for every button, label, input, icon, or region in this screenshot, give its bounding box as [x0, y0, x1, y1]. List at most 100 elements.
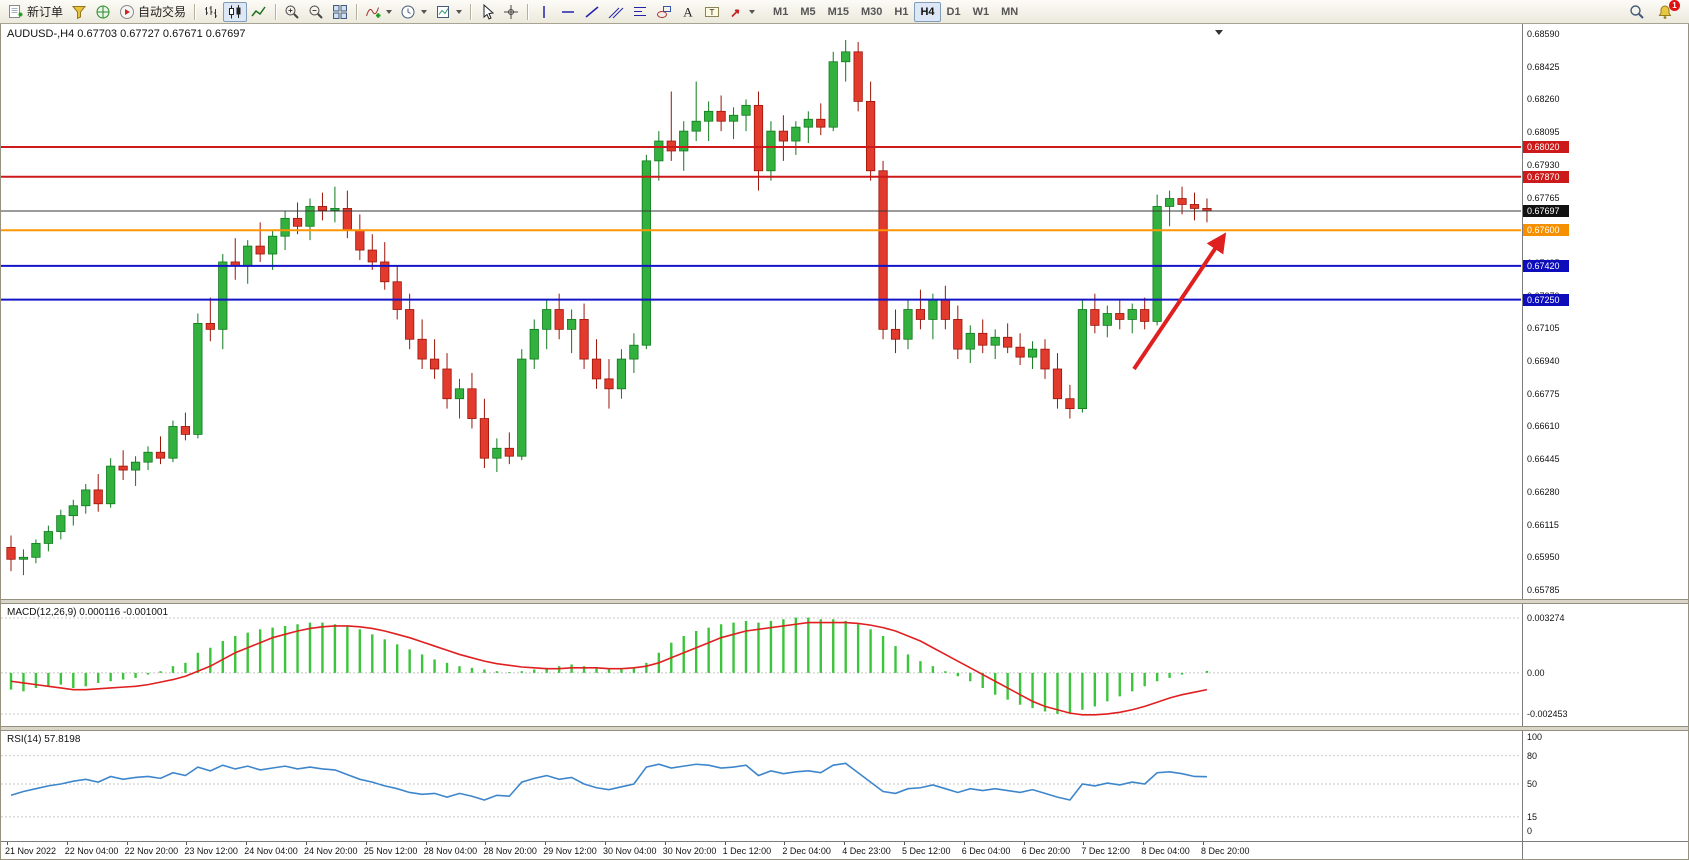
shapes-button[interactable]	[652, 2, 676, 22]
crosshair-icon	[503, 4, 519, 20]
dropdown-caret-icon	[421, 9, 428, 14]
price-line-label[interactable]: 0.67250	[1523, 293, 1569, 306]
line-chart-button[interactable]	[247, 2, 271, 22]
time-tick	[605, 842, 606, 845]
rsi-chart[interactable]	[1, 731, 1521, 841]
svg-text:T: T	[710, 7, 715, 16]
hline-icon	[560, 4, 576, 20]
price-axis[interactable]: 0.68590 0.68425 0.68260 0.68095 0.67930 0.677…	[1522, 24, 1688, 599]
profiles-button[interactable]	[91, 2, 115, 22]
time-label: 28 Nov 20:00	[483, 846, 537, 856]
timeframe-m1-button[interactable]: M1	[767, 2, 794, 22]
price-line-label[interactable]: 0.68020	[1523, 140, 1569, 153]
price-tick-label: 0.67765	[1527, 192, 1560, 203]
price-line-label[interactable]: 0.67420	[1523, 259, 1569, 272]
trend-arrow-annotation[interactable]	[1132, 232, 1227, 371]
indicators-button[interactable]	[361, 2, 396, 22]
time-label: 6 Dec 04:00	[961, 846, 1011, 856]
auto-trading-button[interactable]: 自动交易	[115, 2, 190, 22]
price-line-label[interactable]: 0.67697	[1523, 205, 1569, 217]
price-tick-label: 0.65950	[1527, 552, 1560, 563]
zoom-out-icon	[308, 4, 324, 20]
price-tick-label: 0.68425	[1527, 61, 1560, 72]
timeframe-group: M1 M5 M15 M30 H1 H4 D1 W1 MN	[767, 1, 1024, 22]
macd-axis[interactable]: 0.003274 0.00 -0.002453	[1522, 604, 1688, 726]
bars-icon	[203, 4, 219, 20]
notification-badge: 1	[1669, 0, 1680, 11]
text-button[interactable]: A	[676, 2, 700, 22]
periods-button[interactable]	[396, 2, 431, 22]
time-axis[interactable]: 21 Nov 2022 22 Nov 04:00 22 Nov 20:00 23 No…	[1, 841, 1688, 859]
timeframe-m30-button[interactable]: M30	[855, 2, 888, 22]
rsi-axis-label: 0	[1527, 826, 1533, 836]
zoom-in-button[interactable]	[280, 2, 304, 22]
pane-splitter-2[interactable]	[1, 726, 1688, 731]
tile-icon	[332, 4, 348, 20]
time-tick	[485, 842, 487, 845]
timeframe-h4-button[interactable]: H4	[914, 1, 941, 22]
candles-icon	[227, 4, 243, 20]
price-tick-label: 0.66115	[1527, 519, 1559, 530]
time-label: 29 Nov 12:00	[543, 846, 597, 856]
macd-pane[interactable]: MACD(12,26,9) 0.000116 -0.001001 0.00327…	[1, 604, 1688, 726]
dropdown-caret-icon	[749, 9, 756, 14]
time-tick	[664, 842, 666, 845]
templates-button[interactable]	[431, 2, 466, 22]
horizontal-line-button[interactable]	[556, 2, 580, 22]
zoom-in-icon	[284, 4, 300, 20]
rsi-pane[interactable]: RSI(14) 57.8198 100 80 50 15 0	[1, 731, 1688, 841]
new-order-button[interactable]: 新订单	[4, 2, 67, 22]
dropdown-caret-icon	[456, 9, 463, 14]
timeframe-m5-button[interactable]: M5	[794, 2, 821, 22]
text-label-button[interactable]: T	[700, 2, 724, 22]
price-chart-pane[interactable]: AUDUSD-,H4 0.67703 0.67727 0.67671 0.676…	[1, 24, 1688, 599]
time-tick	[66, 842, 68, 845]
auto-trading-label: 自动交易	[138, 5, 187, 19]
time-label: 7 Dec 12:00	[1081, 846, 1130, 856]
timeframe-d1-button[interactable]: D1	[941, 2, 967, 22]
market-depth-button[interactable]	[67, 2, 91, 22]
fibonacci-button[interactable]	[628, 2, 652, 22]
rsi-axis[interactable]: 100 80 50 15 0	[1522, 731, 1688, 841]
toolbar-right-group: 1	[1625, 0, 1680, 22]
pane-splitter[interactable]	[1, 599, 1688, 604]
macd-chart[interactable]	[1, 604, 1521, 726]
alerts-button[interactable]: 1	[1653, 0, 1680, 22]
price-line-label[interactable]: 0.67600	[1523, 224, 1569, 237]
time-tick	[1023, 842, 1025, 845]
search-button[interactable]	[1625, 2, 1649, 22]
crosshair-button[interactable]	[499, 2, 523, 22]
textlabel-icon: T	[704, 4, 720, 20]
time-tick	[963, 842, 965, 845]
time-tick	[784, 842, 786, 845]
candle-chart-button[interactable]	[223, 1, 248, 22]
toolbar-left-group: 新订单 自动交易 A T	[4, 1, 759, 22]
fibo-icon	[632, 4, 648, 20]
arrow-objects-button[interactable]	[724, 2, 759, 22]
bell-icon	[1657, 4, 1673, 20]
tile-windows-button[interactable]	[328, 2, 352, 22]
price-tick-label: 0.68095	[1527, 127, 1560, 138]
price-tick-label: 0.66445	[1527, 454, 1560, 465]
zoom-out-button[interactable]	[304, 2, 328, 22]
timeframe-mn-button[interactable]: MN	[995, 2, 1024, 22]
clock-icon	[400, 4, 416, 20]
chart-dropdown-icon[interactable]	[1213, 27, 1225, 37]
autotrade-icon	[119, 4, 135, 20]
price-line-label[interactable]: 0.67870	[1523, 170, 1569, 183]
price-tick-label: 0.66280	[1527, 486, 1560, 497]
trendline-button[interactable]	[580, 2, 604, 22]
line-icon	[251, 4, 267, 20]
channel-button[interactable]	[604, 2, 628, 22]
timeframe-w1-button[interactable]: W1	[967, 2, 996, 22]
rsi-axis-label: 80	[1527, 750, 1538, 761]
chevron-down-icon	[1215, 29, 1223, 35]
candlestick-chart[interactable]	[1, 24, 1521, 599]
timeframe-h1-button[interactable]: H1	[888, 2, 914, 22]
cursor-button[interactable]	[475, 2, 499, 22]
bar-chart-button[interactable]	[199, 2, 223, 22]
time-tick	[7, 842, 8, 845]
timeframe-m15-button[interactable]: M15	[822, 2, 855, 22]
vertical-line-button[interactable]	[532, 2, 556, 22]
